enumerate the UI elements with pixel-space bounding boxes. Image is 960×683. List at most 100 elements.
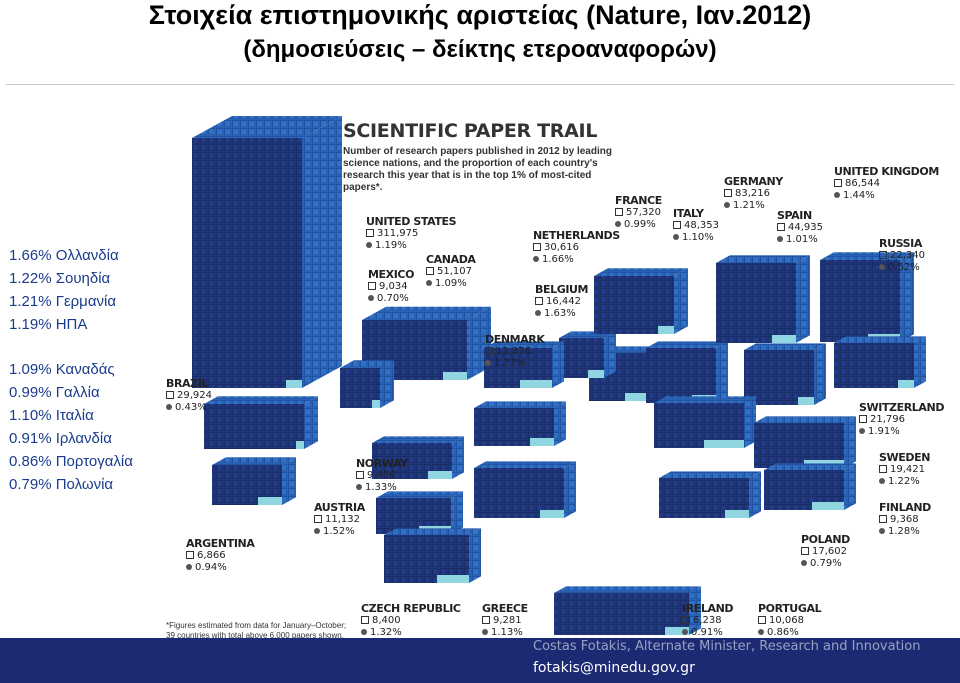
block-side (689, 586, 701, 635)
top1-value: 1.33% (365, 482, 397, 493)
block-side (900, 252, 914, 342)
top1-row: 0.94% (186, 562, 254, 574)
top1-row: 1.22% (879, 476, 930, 488)
top1-value: 1.63% (544, 308, 576, 319)
ranking-item: 1.19% ΗΠΑ (9, 316, 88, 333)
top1-value: 1.09% (435, 278, 467, 289)
papers-value: 51,107 (437, 266, 472, 277)
papers-value: 9,456 (367, 470, 396, 481)
papers-value: 6,866 (197, 550, 226, 561)
papers-row: 17,602 (801, 546, 850, 558)
block-side (554, 401, 566, 446)
papers-value: 6,238 (693, 615, 722, 626)
papers-row: 10,068 (758, 615, 821, 627)
top1-value: 1.10% (682, 232, 714, 243)
country-label: AUSTRIA 11,132 1.52% (314, 502, 365, 538)
papers-value: 21,796 (870, 414, 905, 425)
country-label: SWITZERLAND 21,796 1.91% (859, 402, 944, 438)
block-front (716, 263, 796, 343)
top1-highlight (665, 627, 689, 635)
country-label: FINLAND 9,368 1.28% (879, 502, 931, 538)
country-name: IRELAND (682, 602, 734, 615)
country-name: BELGIUM (535, 283, 589, 296)
top1-row: 1.91% (859, 426, 944, 438)
block-top (376, 491, 463, 498)
top1-highlight (540, 510, 564, 518)
block-top (744, 343, 826, 350)
papers-row: 9,456 (356, 470, 408, 482)
block-side (469, 528, 481, 583)
top1-highlight (258, 497, 282, 505)
block-top (554, 586, 701, 593)
block-top (484, 341, 564, 348)
top1-highlight (372, 400, 380, 408)
papers-row: 86,544 (834, 178, 939, 190)
top1-dot-icon (777, 236, 783, 242)
country-name: AUSTRIA (314, 501, 365, 514)
top1-value: 1.91% (868, 426, 900, 437)
credit-email: fotakis@minedu.gov.gr (533, 660, 695, 676)
footer-bar (0, 638, 960, 683)
country-label: MEXICO 9,034 0.70% (368, 269, 414, 305)
country-label: FRANCE 57,320 0.99% (615, 195, 662, 231)
top1-value: 1.19% (375, 240, 407, 251)
top1-row: 1.21% (724, 200, 783, 212)
papers-value: 83,216 (735, 188, 770, 199)
country-label: SWEDEN 19,421 1.22% (879, 452, 930, 488)
block-top (474, 401, 566, 408)
block-side (814, 343, 826, 405)
country-name: SWITZERLAND (859, 401, 945, 414)
top1-value: 1.21% (733, 200, 765, 211)
block-top (834, 336, 926, 343)
papers-square-icon (368, 282, 376, 290)
papers-square-icon (879, 465, 887, 473)
block-top (754, 416, 856, 423)
block-top (362, 306, 491, 320)
ranking-item: 1.66% Ολλανδία (9, 247, 119, 264)
block-side (282, 457, 296, 505)
block-side (716, 341, 728, 403)
papers-square-icon (186, 551, 194, 559)
top1-highlight (658, 326, 674, 334)
country-name: BRAZIL (166, 377, 209, 390)
top1-row: 1.66% (533, 254, 620, 266)
papers-value: 19,421 (890, 464, 925, 475)
papers-value: 10,068 (769, 615, 804, 626)
top1-dot-icon (879, 478, 885, 484)
top1-row: 0.79% (801, 558, 850, 570)
block-front (594, 276, 674, 334)
top1-highlight (520, 380, 552, 388)
top1-highlight (437, 575, 469, 583)
block-top (340, 360, 394, 368)
footnote: *Figures estimated from data for January… (166, 621, 346, 641)
top1-highlight (704, 440, 744, 448)
top1-dot-icon (356, 484, 362, 490)
papers-square-icon (834, 179, 842, 187)
top1-value: 1.52% (323, 526, 355, 537)
papers-row: 19,421 (879, 464, 930, 476)
country-label: SPAIN 44,935 1.01% (777, 210, 823, 246)
top1-row: 1.52% (314, 526, 365, 538)
ranking-item: 0.99% Γαλλία (9, 384, 100, 401)
top1-value: 0.99% (624, 219, 656, 230)
block-side (552, 341, 564, 388)
block-side (844, 463, 856, 510)
top1-row: 1.33% (356, 482, 408, 494)
papers-square-icon (314, 515, 322, 523)
top1-value: 1.44% (843, 190, 875, 201)
top1-highlight (772, 335, 796, 343)
ranking-item: 0.86% Πορτογαλία (9, 453, 133, 470)
top1-value: 0.43% (175, 402, 207, 413)
block-top (659, 471, 761, 478)
papers-row: 44,935 (777, 222, 823, 234)
top1-row: 1.44% (834, 190, 939, 202)
top1-highlight (443, 372, 467, 380)
top1-dot-icon (366, 242, 372, 248)
top1-dot-icon (426, 280, 432, 286)
block-side (844, 416, 856, 468)
country-name: SPAIN (777, 209, 812, 222)
block-front (474, 468, 564, 518)
papers-square-icon (366, 229, 374, 237)
papers-value: 11,132 (325, 514, 360, 525)
top1-value: 0.94% (195, 562, 227, 573)
